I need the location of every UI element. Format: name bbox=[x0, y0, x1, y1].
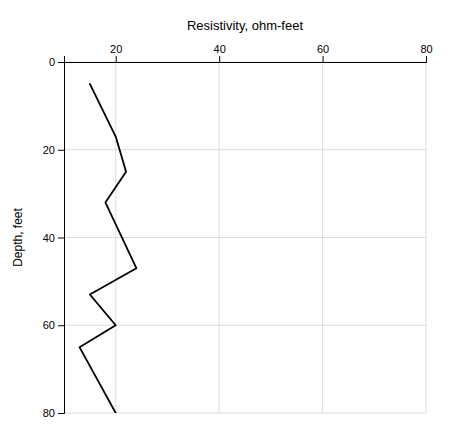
x-tick-mark bbox=[219, 56, 220, 62]
x-axis-line bbox=[65, 56, 427, 63]
y-tick-label: 40 bbox=[43, 232, 55, 244]
y-tick-mark bbox=[58, 150, 64, 151]
y-grid-line bbox=[64, 325, 426, 326]
y-tick: 80 bbox=[43, 407, 64, 419]
plot: 20 40 60 80 0 20 40 60 80 bbox=[43, 43, 433, 419]
x-tick-label: 60 bbox=[317, 43, 329, 55]
y-tick-mark bbox=[58, 413, 64, 414]
x-tick-mark bbox=[426, 56, 427, 62]
y-tick-mark bbox=[58, 325, 64, 326]
y-tick: 0 bbox=[49, 56, 64, 68]
x-tick: 60 bbox=[317, 43, 329, 62]
x-tick-label: 40 bbox=[214, 43, 226, 55]
y-tick-label: 0 bbox=[49, 56, 55, 68]
x-tick-label: 80 bbox=[420, 43, 432, 55]
y-grid-line bbox=[64, 149, 426, 150]
chart: 20 40 60 80 0 20 40 60 80 Resistivity, ohm-feet De… bbox=[0, 0, 450, 433]
y-tick-mark bbox=[58, 238, 64, 239]
grid bbox=[64, 62, 426, 413]
y-grid-line bbox=[64, 413, 426, 414]
y-grid-line bbox=[64, 237, 426, 238]
y-axis-line bbox=[58, 63, 65, 414]
x-tick-mark bbox=[323, 56, 324, 62]
y-tick: 40 bbox=[43, 232, 64, 244]
y-tick-label: 20 bbox=[43, 144, 55, 156]
x-axis-title: Resistivity, ohm-feet bbox=[187, 18, 303, 33]
y-axis-title: Depth, feet bbox=[11, 207, 25, 266]
y-axis: 0 20 40 60 80 bbox=[43, 56, 65, 419]
y-tick-label: 80 bbox=[43, 407, 55, 419]
x-tick-label: 20 bbox=[110, 43, 122, 55]
y-tick: 20 bbox=[43, 144, 64, 156]
line bbox=[80, 84, 137, 413]
x-tick-mark bbox=[116, 56, 117, 62]
y-tick-label: 60 bbox=[43, 319, 55, 331]
x-tick: 40 bbox=[214, 43, 226, 62]
y-tick: 60 bbox=[43, 319, 64, 331]
x-tick: 80 bbox=[420, 43, 432, 62]
x-axis: 20 40 60 80 bbox=[65, 43, 433, 63]
y-tick-mark bbox=[58, 62, 64, 63]
marks bbox=[80, 84, 137, 413]
x-tick: 20 bbox=[110, 43, 122, 62]
